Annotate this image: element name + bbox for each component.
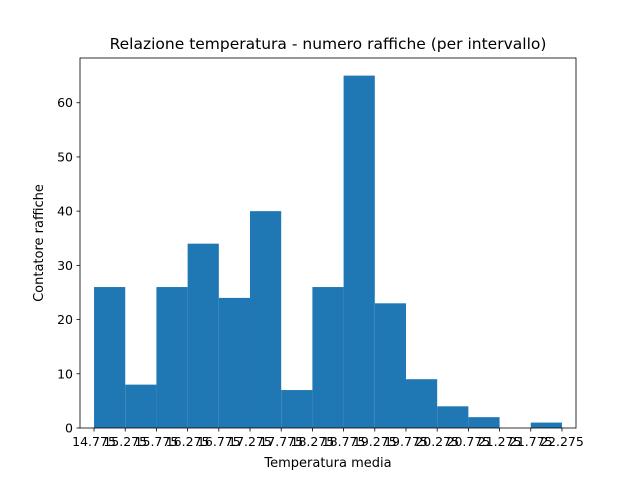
y-tick-label: 0: [65, 421, 73, 436]
x-tick-label: 14.775: [72, 434, 116, 449]
axes-frame: [79, 57, 577, 429]
histogram-bar-1: [125, 384, 157, 428]
x-axis-title: Temperatura media: [263, 456, 391, 471]
y-axis-ticks: 0 10 20 30 40 50 60: [57, 95, 80, 436]
histogram-bar-8: [343, 75, 375, 428]
x-tick-label: 20.775: [447, 434, 491, 449]
x-tick-label: 15.775: [135, 434, 179, 449]
y-tick-label: 30: [57, 258, 73, 273]
histogram-bar-5: [250, 211, 282, 428]
bars-group: [94, 75, 562, 428]
y-tick-label: 20: [57, 312, 73, 327]
y-tick-label: 50: [57, 149, 73, 164]
x-axis-ticks: 14.77515.27515.77516.27516.77517.27517.7…: [72, 428, 584, 449]
x-tick-label: 21.275: [478, 434, 522, 449]
histogram-bar-9: [374, 303, 406, 428]
x-tick-label: 19.275: [353, 434, 397, 449]
x-tick-label: 17.775: [259, 434, 303, 449]
chart-title: Relazione temperatura - numero raffiche …: [110, 35, 547, 53]
histogram-bar-4: [218, 297, 251, 428]
x-tick-label: 21.775: [509, 434, 553, 449]
y-axis-title: Contatore raffiche: [32, 184, 47, 302]
x-tick-label: 18.775: [322, 434, 366, 449]
histogram-bar-14: [530, 422, 562, 428]
x-tick-label: 19.775: [384, 434, 428, 449]
histogram-bar-6: [281, 390, 313, 428]
x-tick-label: 17.275: [228, 434, 272, 449]
y-tick-label: 10: [57, 366, 73, 381]
y-tick-label: 60: [57, 95, 73, 110]
x-tick-label: 18.275: [291, 434, 335, 449]
histogram-bar-11: [437, 406, 469, 428]
histogram-bar-12: [468, 417, 500, 428]
histogram-bar-2: [156, 287, 188, 428]
x-tick-label: 16.775: [197, 434, 241, 449]
histogram-bar-0: [94, 287, 126, 428]
x-tick-label: 22.275: [540, 434, 584, 449]
y-tick-label: 40: [57, 204, 73, 219]
x-tick-label: 16.275: [166, 434, 210, 449]
histogram-bar-3: [187, 243, 219, 428]
x-tick-label: 15.275: [103, 434, 147, 449]
x-tick-label: 20.275: [415, 434, 459, 449]
histogram-bar-10: [405, 379, 438, 428]
histogram-bar-7: [312, 287, 344, 428]
